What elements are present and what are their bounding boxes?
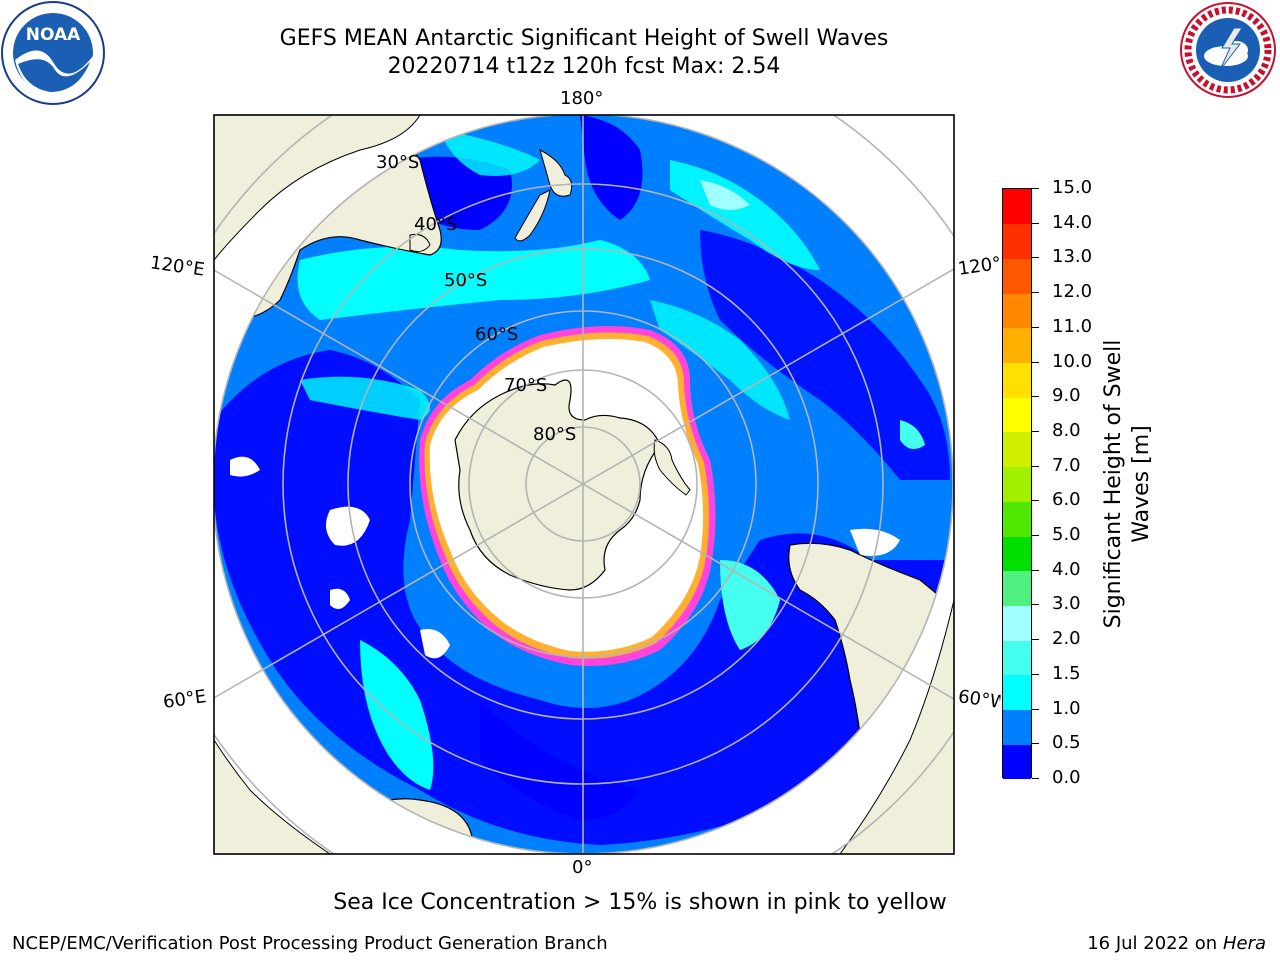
lat-label-80s: 80°S bbox=[533, 424, 577, 445]
colorbar-segment bbox=[1003, 466, 1031, 502]
colorbar-segment bbox=[1003, 293, 1031, 329]
colorbar-tick-mark bbox=[1032, 188, 1039, 189]
colorbar-tick-label: 14.0 bbox=[1052, 211, 1093, 233]
colorbar-tick-label: 12.0 bbox=[1052, 281, 1093, 303]
colorbar-tick-label: 3.0 bbox=[1052, 593, 1081, 615]
colorbar-tick-label: 0.5 bbox=[1052, 732, 1081, 754]
colorbar-segment bbox=[1003, 536, 1031, 572]
colorbar-segment bbox=[1003, 431, 1031, 468]
colorbar-tick-mark bbox=[1032, 569, 1039, 571]
colorbar-tick-mark bbox=[1032, 430, 1039, 432]
colorbar-tick-label: 13.0 bbox=[1052, 246, 1093, 268]
colorbar-label-line2: Waves [m] bbox=[1129, 425, 1154, 543]
colorbar bbox=[1002, 188, 1032, 780]
colorbar-segment bbox=[1003, 327, 1031, 364]
colorbar-segment bbox=[1003, 223, 1031, 259]
colorbar-segment bbox=[1003, 744, 1031, 780]
colorbar-label: Significant Height of Swell Waves [m] bbox=[1100, 340, 1156, 629]
colorbar-tick-label: 1.0 bbox=[1052, 697, 1081, 719]
colorbar-segment bbox=[1003, 605, 1031, 641]
colorbar-tick-label: 6.0 bbox=[1052, 489, 1081, 511]
chart-title: GEFS MEAN Antarctic Significant Height o… bbox=[279, 26, 889, 51]
colorbar-tick-mark bbox=[1032, 465, 1039, 467]
colorbar-tick-mark bbox=[1032, 500, 1039, 502]
colorbar-tick-mark bbox=[1032, 778, 1039, 779]
colorbar-tick-mark bbox=[1032, 639, 1039, 641]
colorbar-segment bbox=[1003, 258, 1031, 294]
colorbar-tick-label: 5.0 bbox=[1052, 524, 1081, 546]
colorbar-tick-label: 15.0 bbox=[1052, 177, 1093, 198]
colorbar-tick-mark bbox=[1032, 222, 1039, 224]
colorbar-tick-label: 9.0 bbox=[1052, 385, 1081, 407]
lat-label-40s: 40°S bbox=[414, 214, 458, 235]
colorbar-segment bbox=[1003, 570, 1031, 606]
colorbar-tick-label: 10.0 bbox=[1052, 350, 1093, 372]
colorbar-tick-label: 11.0 bbox=[1052, 315, 1093, 337]
lat-label-60s: 60°S bbox=[475, 324, 519, 345]
colorbar-tick-mark bbox=[1032, 396, 1039, 398]
footer-date-text: 16 Jul 2022 on bbox=[1087, 933, 1218, 954]
colorbar-tick-mark bbox=[1032, 257, 1039, 259]
colorbar-tick-label: 4.0 bbox=[1052, 558, 1081, 580]
colorbar-tick-mark bbox=[1032, 361, 1039, 363]
colorbar-label-line1: Significant Height of Swell bbox=[1101, 339, 1126, 629]
lat-label-70s: 70°S bbox=[504, 375, 548, 396]
colorbar-tick-mark bbox=[1032, 743, 1039, 745]
colorbar-tick-label: 8.0 bbox=[1052, 419, 1081, 441]
lat-label-30s: 30°S bbox=[376, 152, 420, 173]
colorbar-tick-label: 1.5 bbox=[1052, 662, 1081, 684]
chart-subtitle: 20220714 t12z 120h fcst Max: 2.54 bbox=[387, 54, 781, 79]
footer-host: Hera bbox=[1222, 933, 1266, 954]
colorbar-tick-mark bbox=[1032, 535, 1039, 537]
colorbar-segment bbox=[1003, 501, 1031, 537]
colorbar-tick-mark bbox=[1032, 708, 1039, 710]
colorbar-segment bbox=[1003, 674, 1031, 711]
meridians bbox=[214, 115, 954, 854]
colorbar-segment bbox=[1003, 397, 1031, 433]
colorbar-tick-label: 0.0 bbox=[1052, 767, 1081, 788]
noaa-logo-text: NOAA bbox=[26, 25, 81, 45]
sea-ice-note: Sea Ice Concentration > 15% is shown in … bbox=[333, 890, 947, 915]
footer-date: 16 Jul 2022 on Hera bbox=[1087, 933, 1266, 954]
nws-logo-icon bbox=[1180, 2, 1276, 98]
colorbar-tick-label: 2.0 bbox=[1052, 628, 1081, 650]
footer-branch: NCEP/EMC/Verification Post Processing Pr… bbox=[12, 933, 608, 954]
colorbar-tick-mark bbox=[1032, 326, 1039, 328]
colorbar-segment bbox=[1003, 709, 1031, 745]
colorbar-tick-mark bbox=[1032, 673, 1039, 675]
colorbar-tick-mark bbox=[1032, 604, 1039, 606]
colorbar-segment bbox=[1003, 189, 1031, 225]
colorbar-segment bbox=[1003, 640, 1031, 676]
lat-label-50s: 50°S bbox=[444, 270, 488, 291]
colorbar-segment bbox=[1003, 362, 1031, 398]
colorbar-tick-mark bbox=[1032, 292, 1039, 294]
noaa-logo-icon: NOAA bbox=[1, 1, 105, 105]
lon-label-180: 180° bbox=[560, 88, 604, 109]
lon-label-0: 0° bbox=[572, 857, 593, 878]
colorbar-tick-label: 7.0 bbox=[1052, 454, 1081, 476]
map-frame bbox=[213, 114, 955, 855]
